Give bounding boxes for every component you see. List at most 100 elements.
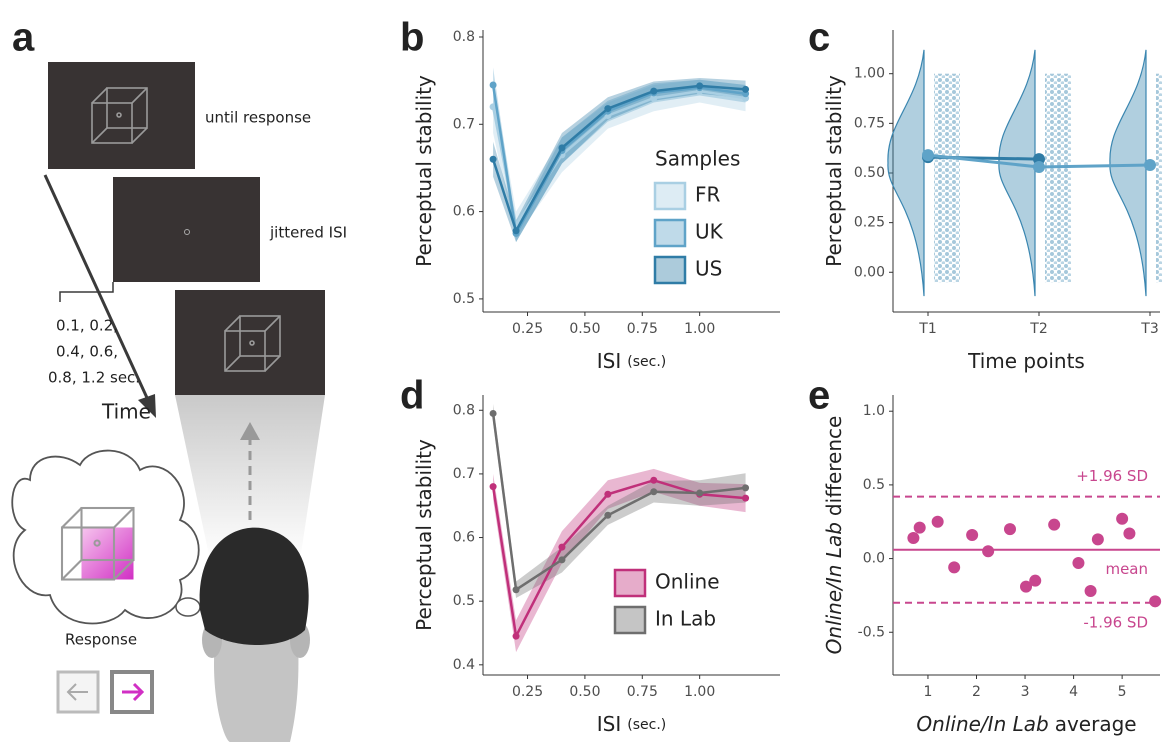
x-axis-title-text: average — [1055, 712, 1137, 736]
panel-label: c — [808, 16, 830, 60]
point — [489, 81, 497, 89]
arrow-icon — [66, 683, 88, 701]
x-tick-label: 0.50 — [569, 684, 600, 700]
point — [696, 489, 704, 497]
point — [604, 511, 612, 519]
y-tick-label: 1.00 — [854, 66, 885, 82]
legend-swatch — [653, 218, 687, 248]
x-tick-label: 2 — [972, 684, 981, 700]
x-tick-label: 0.75 — [627, 321, 658, 337]
point — [489, 409, 497, 417]
panel-label: e — [808, 374, 830, 418]
jitter-strip — [1045, 73, 1071, 283]
fixation — [184, 229, 190, 235]
x-tick-label: 5 — [1118, 684, 1127, 700]
reference-label: +1.96 SD — [1076, 467, 1148, 485]
point — [948, 561, 961, 574]
y-axis-title: Online/In Lab difference — [822, 416, 846, 655]
legend-label: US — [695, 257, 722, 281]
y-tick-label: 0.25 — [854, 215, 885, 231]
x-axis-unit: (sec.) — [627, 717, 666, 733]
point — [696, 82, 704, 90]
point — [489, 155, 497, 163]
x-axis-title-italic: Online/In Lab — [916, 712, 1048, 736]
y-tick-label: 0.8 — [453, 29, 475, 45]
arrow-icon — [122, 682, 145, 702]
point — [512, 586, 520, 594]
point — [558, 144, 566, 152]
point — [650, 94, 658, 102]
x-tick-label: 0.50 — [569, 321, 600, 337]
procedure-diagram: until response jittered ISI 0.1, 0.2, 0.… — [11, 62, 347, 742]
point — [604, 105, 612, 113]
legend-label: Online — [655, 570, 720, 594]
point — [1072, 557, 1085, 569]
head-face — [213, 640, 299, 742]
reference-label: -1.96 SD — [1083, 613, 1148, 631]
x-tick-label: 4 — [1069, 684, 1078, 700]
panel-label: a — [12, 16, 35, 60]
arrow-head — [138, 394, 156, 418]
point — [1084, 585, 1097, 597]
x-axis-title: ISI (sec.) — [597, 712, 666, 736]
y-axis-title-italic: Online/In Lab — [822, 522, 846, 654]
arrow-head — [240, 422, 260, 440]
legend-label: UK — [695, 220, 724, 244]
point — [982, 545, 995, 558]
y-tick-label: 0.0 — [863, 551, 885, 567]
y-tick-label: 0.8 — [453, 402, 475, 418]
y-axis-title: Perceptual stability — [412, 75, 436, 267]
x-tick-label: T1 — [918, 321, 936, 337]
panel-label: b — [400, 16, 424, 60]
point — [558, 543, 566, 551]
x-tick-label: 0.25 — [512, 321, 543, 337]
jitter-strip — [1156, 73, 1162, 283]
point — [489, 103, 497, 111]
point — [650, 476, 658, 484]
point — [650, 488, 658, 496]
point — [966, 529, 979, 541]
y-axis-title-text: Perceptual stability — [822, 75, 846, 267]
point — [650, 87, 658, 95]
percept-cube — [60, 506, 135, 581]
response-label: Response — [65, 631, 137, 649]
point — [1020, 580, 1033, 593]
y-tick-label: 0.6 — [453, 530, 475, 546]
y-tick-label: 0.50 — [854, 165, 885, 181]
point — [907, 531, 920, 544]
time-label: Time — [101, 400, 151, 424]
y-axis-title-text: Perceptual stability — [412, 75, 436, 267]
point — [1116, 512, 1129, 525]
x-tick-label: 0.75 — [627, 684, 658, 700]
x-axis-title-text: ISI — [597, 349, 622, 373]
isi-label: 0.4, 0.6, — [56, 343, 118, 361]
isi-label: 0.8, 1.2 sec. — [48, 369, 140, 387]
x-tick-label: 1.00 — [684, 321, 715, 337]
legend-swatch — [613, 605, 647, 635]
point — [931, 515, 944, 528]
x-tick-label: 1 — [923, 684, 932, 700]
x-tick-label: 3 — [1021, 684, 1030, 700]
point — [1029, 574, 1042, 587]
y-tick-label: 0.5 — [863, 477, 885, 493]
x-tick-label: T2 — [1029, 321, 1047, 337]
y-tick-label: 0.7 — [453, 116, 475, 132]
y-axis-title-text: Perceptual stability — [412, 439, 436, 631]
y-tick-label: 1.0 — [863, 403, 885, 419]
point — [1149, 595, 1162, 608]
confidence-band — [493, 403, 746, 598]
y-axis-title: Perceptual stability — [822, 75, 846, 267]
point — [1091, 533, 1104, 546]
time-arrow — [43, 174, 150, 401]
legend-swatch — [653, 181, 687, 211]
y-axis-title: Perceptual stability — [412, 439, 436, 631]
point — [489, 483, 497, 491]
point — [742, 85, 750, 93]
y-tick-label: 0.4 — [453, 657, 475, 673]
half-violin — [1109, 49, 1147, 297]
thought-bubble — [175, 597, 201, 617]
reference-label: mean — [1105, 560, 1148, 578]
x-tick-label: T3 — [1140, 321, 1158, 337]
point — [512, 227, 520, 235]
